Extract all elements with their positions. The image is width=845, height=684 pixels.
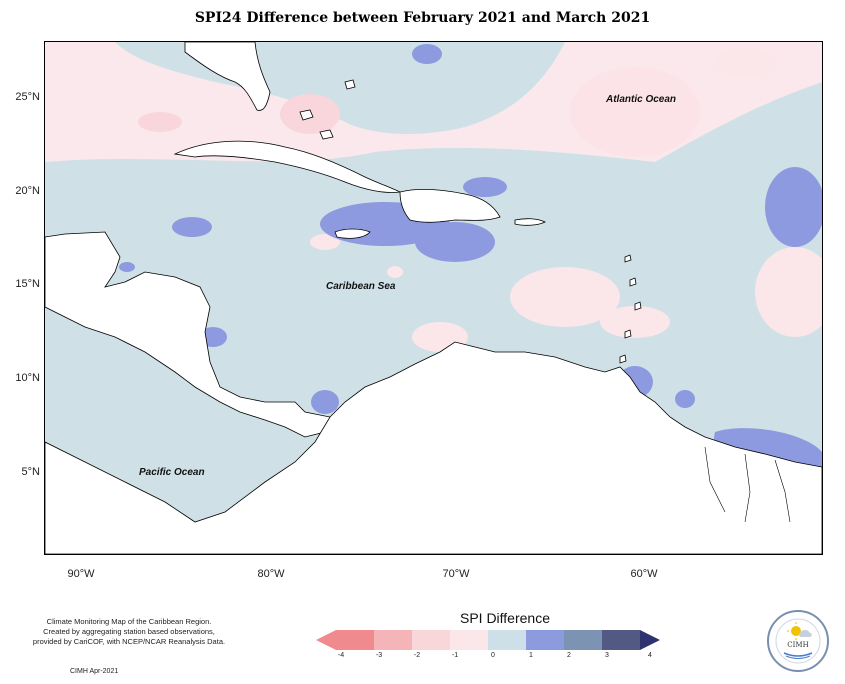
legend-arrow-left — [316, 630, 336, 650]
pink-patch — [570, 67, 700, 157]
legend-swatch — [526, 630, 564, 650]
legend-tick: -1 — [451, 652, 459, 659]
lat-label: 25°N — [15, 91, 40, 103]
legend-tick: 1 — [529, 652, 533, 659]
lat-label: 20°N — [15, 185, 40, 197]
caribbean-sea-label: Caribbean Sea — [326, 281, 396, 292]
lon-label: 80°W — [257, 568, 285, 580]
legend-swatch — [488, 630, 526, 650]
atlantic-ocean-label: Atlantic Ocean — [606, 94, 677, 105]
legend-tick: -3 — [375, 652, 383, 659]
pacific-ocean-label: Pacific Ocean — [139, 467, 205, 478]
legend-tick: 3 — [605, 652, 609, 659]
legend-tick: 4 — [648, 652, 652, 659]
legend-swatch — [412, 630, 450, 650]
legend-tick: -4 — [337, 652, 345, 659]
legend-tick: -2 — [413, 652, 421, 659]
legend-tick: 0 — [491, 652, 495, 659]
legend-tick: 2 — [567, 652, 571, 659]
map-title: SPI24 Difference between February 2021 a… — [194, 10, 651, 26]
map-canvas — [45, 42, 822, 554]
lon-label: 90°W — [67, 568, 95, 580]
lat-label: 10°N — [15, 372, 40, 384]
lon-label: 70°W — [442, 568, 470, 580]
logo-text: CIMH — [787, 641, 808, 649]
landmasses — [45, 42, 822, 554]
map-panel — [44, 41, 823, 555]
lat-label: 5°N — [21, 466, 40, 478]
lat-label: 15°N — [15, 278, 40, 290]
legend-swatch — [602, 630, 640, 650]
cimh-logo: CIMH — [767, 610, 829, 672]
legend-title: SPI Difference — [459, 610, 550, 626]
legend-swatch — [450, 630, 488, 650]
legend-arrow-right — [640, 630, 660, 650]
legend-colorbar — [316, 630, 660, 650]
footer-note: Climate Monitoring Map of the Caribbean … — [32, 617, 226, 646]
legend-swatch — [336, 630, 374, 650]
footer-date: CIMH Apr-2021 — [70, 668, 119, 675]
legend-swatch — [564, 630, 602, 650]
lon-label: 60°W — [630, 568, 658, 580]
legend-swatch — [374, 630, 412, 650]
